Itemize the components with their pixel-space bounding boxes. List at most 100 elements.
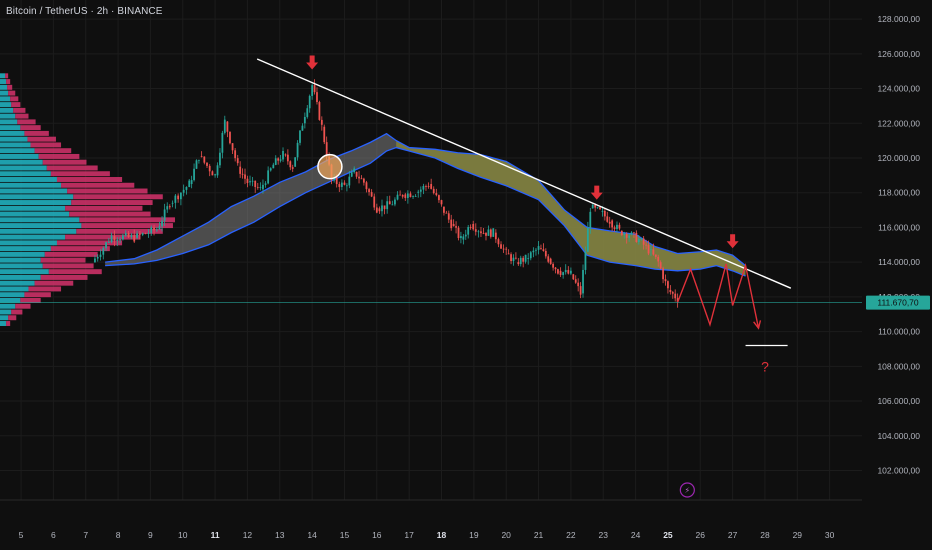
volume-bar-up: [0, 269, 49, 275]
volume-bar-down: [28, 286, 62, 292]
candle-body: [567, 269, 570, 274]
volume-bar-up: [0, 223, 82, 229]
candle-body: [599, 207, 601, 210]
y-tick-label: 110.000,00: [878, 327, 920, 337]
volume-bar-down: [7, 84, 13, 90]
candle-body: [206, 162, 208, 166]
volume-bar-up: [0, 73, 6, 79]
candle-body: [360, 178, 363, 180]
x-tick-label: 27: [728, 530, 738, 540]
candle-body: [662, 268, 664, 280]
candle-body: [144, 233, 147, 235]
candle-body: [515, 257, 517, 259]
time-axis[interactable]: 5 6 7 8 9 10 11 12 13 14 15 16 17 18 19 20 21 22 23 24 25 26 2…: [19, 530, 835, 540]
candle-body: [620, 230, 623, 236]
candle-body: [262, 184, 264, 190]
candle-body: [460, 236, 462, 239]
candle-body: [214, 174, 216, 176]
candle-body: [500, 244, 502, 249]
candle-body: [303, 116, 306, 124]
candle-body: [316, 92, 318, 103]
volume-bar-up: [0, 148, 35, 154]
candle-body: [519, 257, 522, 265]
candle-body: [512, 257, 515, 262]
volume-bar-up: [0, 246, 51, 252]
candle-body: [422, 186, 425, 190]
volume-bar-up: [0, 84, 8, 90]
volume-bar-up: [0, 315, 9, 321]
candle-body: [616, 224, 618, 229]
volume-bar-up: [0, 297, 21, 303]
candle-body: [430, 184, 433, 189]
y-tick-label: 122.000,00: [877, 118, 920, 128]
volume-bar-down: [61, 182, 135, 188]
volume-bar-up: [0, 263, 43, 269]
volume-bar-down: [24, 292, 51, 298]
candle-body: [272, 164, 275, 169]
cloud-fill-olive: [396, 140, 746, 277]
volume-profile: [0, 73, 175, 326]
candle-body: [611, 220, 614, 228]
candle-body: [346, 185, 348, 187]
candle-body: [669, 289, 672, 293]
candle-body: [549, 258, 552, 264]
candle-body: [510, 254, 512, 262]
volume-bar-down: [6, 79, 11, 85]
volume-bar-down: [20, 125, 41, 131]
candle-body: [608, 221, 611, 224]
volume-bar-up: [0, 211, 70, 217]
volume-bar-up: [0, 234, 66, 240]
candle-body: [284, 154, 287, 156]
candle-body: [370, 192, 373, 197]
candle-body: [494, 232, 497, 240]
candle-body: [647, 245, 650, 254]
volume-bar-up: [0, 102, 12, 108]
volume-bar-down: [79, 217, 175, 223]
candle-body: [432, 188, 435, 194]
volume-bar-down: [67, 188, 148, 194]
candle-body: [625, 233, 628, 238]
candle-body: [667, 281, 669, 289]
down-arrow-marker: [590, 185, 603, 200]
candle-body: [289, 161, 292, 168]
candle-body: [406, 193, 409, 198]
candle-body: [635, 232, 638, 243]
candle-body: [650, 249, 652, 251]
volume-bar-down: [65, 234, 141, 240]
candle-body: [557, 269, 559, 274]
volume-bar-down: [10, 96, 19, 102]
volume-bar-up: [0, 240, 57, 246]
candle-body: [640, 238, 643, 240]
candle-body: [335, 177, 338, 185]
candle-body: [163, 209, 166, 221]
y-tick-label: 128.000,00: [877, 14, 920, 24]
candle-body: [318, 102, 321, 120]
x-tick-label: 13: [275, 530, 285, 540]
candle-body: [440, 200, 443, 205]
candle-body: [524, 254, 527, 262]
candle-body: [193, 168, 195, 181]
price-axis[interactable]: 128.000,00 126.000,00 124.000,00 122.000,00…: [866, 14, 930, 475]
candle-body: [502, 248, 505, 250]
candle-body: [246, 178, 249, 184]
candle-body: [180, 192, 182, 200]
x-tick-label: 23: [599, 530, 609, 540]
x-tick-label: 26: [696, 530, 706, 540]
candle-body: [540, 248, 542, 250]
y-tick-label: 124.000,00: [877, 84, 920, 94]
candle-body: [480, 231, 482, 234]
candle-body: [427, 186, 430, 187]
x-tick-label: 28: [760, 530, 770, 540]
volume-bar-down: [27, 136, 56, 142]
volume-bar-up: [0, 165, 47, 171]
candle-body: [657, 256, 660, 262]
candle-body: [282, 150, 284, 160]
ichimoku-cloud: [105, 132, 746, 277]
volume-bar-up: [0, 286, 29, 292]
volume-bar-down: [50, 171, 110, 177]
projection-path: [676, 262, 760, 329]
candle-body: [527, 258, 530, 260]
candle-body: [355, 171, 358, 177]
volume-bar-down: [30, 142, 62, 148]
